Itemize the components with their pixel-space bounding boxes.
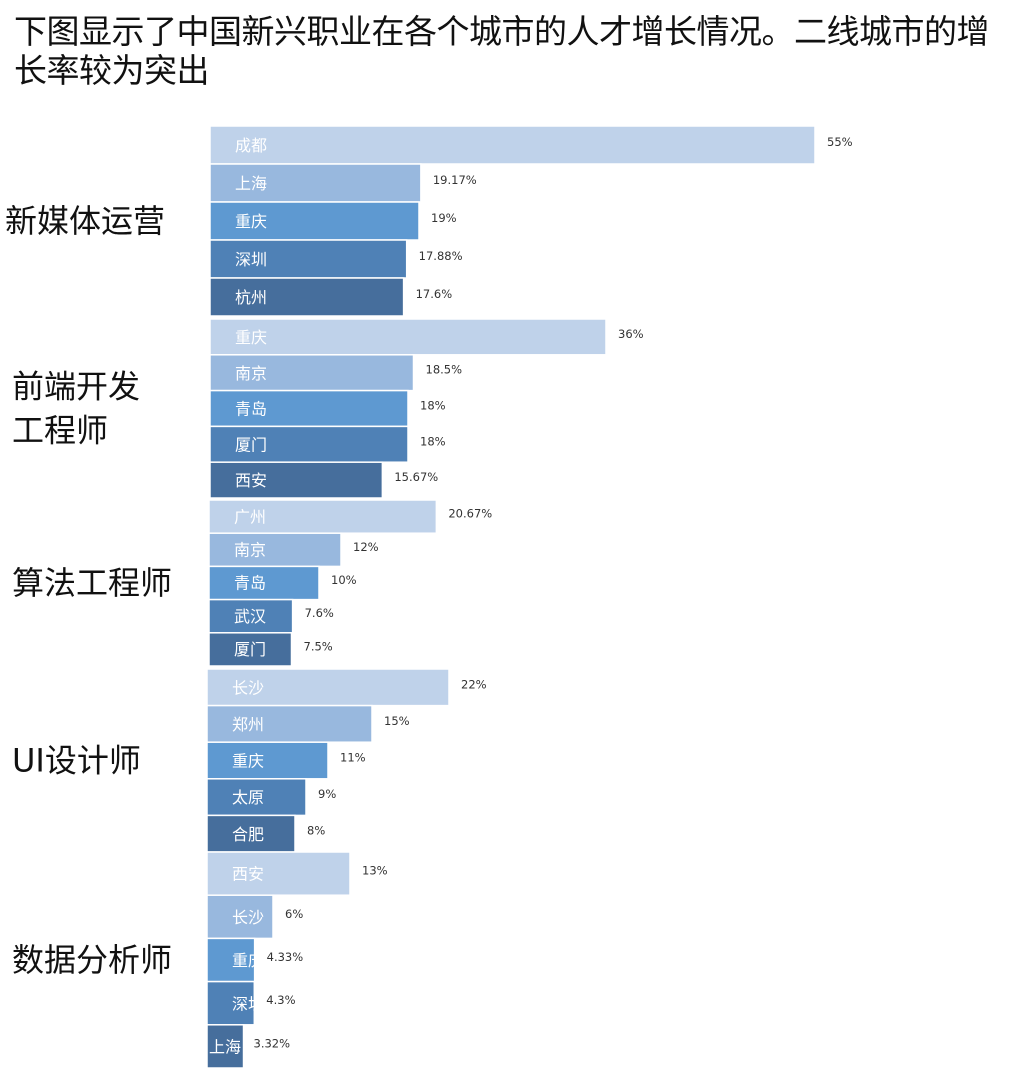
bar xyxy=(209,354,415,392)
city-label: 杭州 xyxy=(235,288,267,307)
bar-group: 算法工程师 广州 20.67% 南京 12% 青岛 10% 武汉 7.6% 厦门 7.5% xyxy=(12,499,492,667)
bar xyxy=(206,937,256,983)
bar xyxy=(206,851,351,896)
bar-group: UI设计师 长沙 22% 郑州 15% 重庆 11% 太原 9% 合肥 8% xyxy=(12,668,487,853)
value-label: 55% xyxy=(827,135,853,149)
bar xyxy=(206,814,296,853)
value-label: 11% xyxy=(340,751,366,765)
city-label: 成都 xyxy=(235,136,267,155)
city-label: 重庆 xyxy=(235,328,267,347)
bar xyxy=(206,778,307,817)
city-label: 重庆 xyxy=(235,212,267,231)
group-label: 前端开发 xyxy=(12,368,140,406)
value-label: 15% xyxy=(384,714,410,728)
city-label: 青岛 xyxy=(235,400,267,419)
bar xyxy=(209,425,409,463)
city-label: 南京 xyxy=(235,364,267,383)
value-label: 22% xyxy=(461,677,487,691)
bar xyxy=(209,461,384,499)
value-label: 10% xyxy=(331,573,357,587)
bar xyxy=(208,632,293,667)
city-label: 南京 xyxy=(234,540,266,559)
bar xyxy=(209,239,408,279)
city-label: 西安 xyxy=(232,865,264,884)
city-label: 上海 xyxy=(235,174,267,193)
bar xyxy=(206,668,450,707)
city-label: 厦门 xyxy=(235,435,267,454)
value-label: 12% xyxy=(353,540,379,554)
city-label: 广州 xyxy=(234,507,266,526)
bar xyxy=(209,201,420,241)
value-label: 19.17% xyxy=(433,173,477,187)
city-label: 武汉 xyxy=(234,607,266,626)
city-label: 太原 xyxy=(232,788,264,807)
value-label: 18% xyxy=(420,434,446,448)
bar xyxy=(206,741,329,780)
bar xyxy=(209,318,607,356)
value-label: 8% xyxy=(307,824,325,838)
value-label: 15.67% xyxy=(394,470,438,484)
city-label: 合肥 xyxy=(232,825,264,844)
value-label: 4.33% xyxy=(267,950,304,964)
city-label: 西安 xyxy=(235,471,267,490)
value-label: 36% xyxy=(618,327,644,341)
city-label: 长沙 xyxy=(232,678,264,697)
bar xyxy=(206,704,373,743)
value-label: 4.3% xyxy=(266,993,295,1007)
value-label: 18.5% xyxy=(426,363,463,377)
city-label: 郑州 xyxy=(232,715,264,734)
city-label: 上海 xyxy=(209,1037,241,1056)
group-label: 工程师 xyxy=(12,412,108,450)
value-label: 20.67% xyxy=(448,507,492,521)
value-label: 7.5% xyxy=(304,639,333,653)
group-label: UI设计师 xyxy=(12,742,141,780)
bar xyxy=(206,894,274,940)
value-label: 18% xyxy=(420,399,446,413)
value-label: 6% xyxy=(285,907,303,921)
group-label: 数据分析师 xyxy=(12,941,172,979)
bar-group: 新媒体运营 成都 55% 上海 19.17% 重庆 19% 深圳 17.88% 杭州 17.6% xyxy=(5,125,853,317)
bar xyxy=(206,980,256,1026)
city-label: 青岛 xyxy=(234,574,266,593)
value-label: 17.6% xyxy=(416,287,453,301)
value-label: 7.6% xyxy=(305,606,334,620)
chart-title: 下图显示了中国新兴职业在各个城市的人才增长情况。二线城市的增长率较为突出 xyxy=(14,12,990,90)
city-label: 厦门 xyxy=(234,640,266,659)
value-label: 9% xyxy=(318,787,336,801)
value-label: 13% xyxy=(362,864,388,878)
bar-group: 数据分析师 西安 13% 长沙 6% 重庆 4.33% 深圳 4.3% 上海 3.32% xyxy=(12,851,388,1069)
bar xyxy=(209,277,405,317)
group-label: 新媒体运营 xyxy=(5,202,165,240)
city-label: 深圳 xyxy=(235,250,267,269)
bar xyxy=(208,565,320,601)
city-label: 重庆 xyxy=(232,752,264,771)
city-label: 深圳 xyxy=(232,994,264,1013)
bar xyxy=(209,125,816,165)
bar xyxy=(209,389,409,428)
value-label: 3.32% xyxy=(254,1036,291,1050)
bar xyxy=(206,1024,245,1069)
bar xyxy=(208,532,342,568)
value-label: 17.88% xyxy=(419,249,463,263)
city-label: 重庆 xyxy=(232,951,264,970)
value-label: 19% xyxy=(431,211,457,225)
city-label: 长沙 xyxy=(232,908,264,927)
group-label: 算法工程师 xyxy=(12,564,172,602)
